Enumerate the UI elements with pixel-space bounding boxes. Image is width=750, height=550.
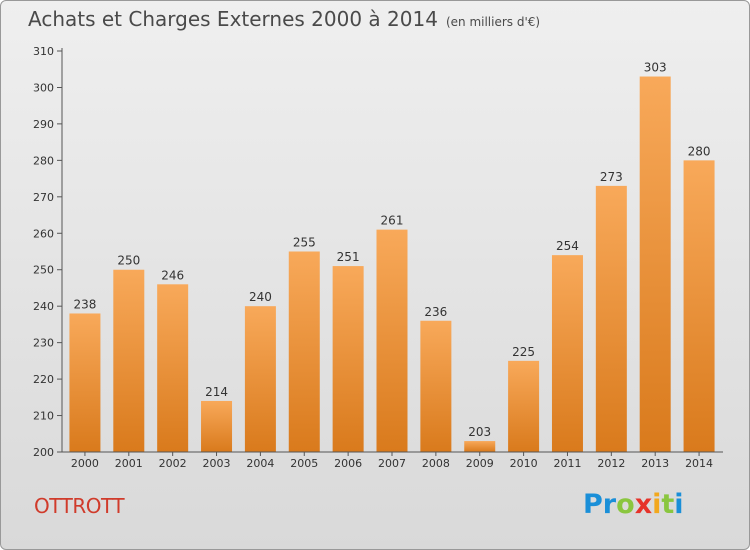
y-tick-label: 310 [33, 45, 54, 58]
y-tick-label: 210 [33, 410, 54, 423]
y-tick-label: 240 [33, 300, 54, 313]
bar-value-label: 280 [688, 144, 711, 158]
y-tick-label: 220 [33, 373, 54, 386]
bar-value-label: 273 [600, 170, 623, 184]
bar-value-label: 303 [644, 61, 667, 75]
unit-label: (en milliers d'€) [445, 15, 541, 29]
bar-2006 [332, 266, 364, 452]
x-tick-label: 2001 [115, 457, 143, 470]
commune-name: OTTROTT [34, 494, 125, 518]
bar-2008 [420, 320, 452, 452]
logo-letter: x [634, 489, 653, 520]
bar-value-label: 254 [556, 239, 579, 253]
y-tick-label: 230 [33, 337, 54, 350]
bar-value-label: 238 [73, 297, 96, 311]
x-tick-label: 2011 [553, 457, 581, 470]
x-tick-label: 2003 [203, 457, 231, 470]
logo-letter: r [602, 489, 617, 520]
y-tick-label: 290 [33, 118, 54, 131]
x-tick-label: 2013 [641, 457, 669, 470]
bar-2000 [69, 313, 101, 452]
y-tick-label: 200 [33, 446, 54, 459]
bar-2003 [201, 400, 233, 452]
x-tick-label: 2012 [597, 457, 625, 470]
logo-letter: i [652, 489, 662, 520]
logo-letter: P [583, 489, 603, 520]
bar-2005 [288, 251, 320, 452]
bar-2014 [683, 160, 715, 452]
logo-letter: o [616, 489, 635, 520]
chart-title: Achats et Charges Externes 2000 à 2014 (e… [28, 7, 540, 31]
x-tick-label: 2002 [159, 457, 187, 470]
bar-value-label: 240 [249, 290, 272, 304]
x-tick-label: 2014 [685, 457, 713, 470]
title-text: Achats et Charges Externes 2000 à 2014 [28, 7, 438, 31]
y-tick-label: 250 [33, 264, 54, 277]
bar-value-label: 236 [424, 305, 447, 319]
proxiti-logo[interactable]: Proxiti [583, 489, 684, 520]
bar-value-label: 214 [205, 385, 228, 399]
y-tick-label: 280 [33, 154, 54, 167]
x-tick-label: 2006 [334, 457, 362, 470]
x-tick-label: 2004 [246, 457, 274, 470]
bar-2002 [157, 284, 189, 452]
bar-2012 [595, 185, 627, 452]
x-tick-label: 2005 [290, 457, 318, 470]
bar-value-label: 251 [337, 250, 360, 264]
bar-2004 [244, 306, 276, 452]
bar-value-label: 250 [117, 254, 140, 268]
logo-letter: i [674, 489, 684, 520]
y-axis: 200 210 220 230 240 250 260 270 280 290 300 310 [33, 45, 63, 459]
x-tick-label: 2007 [378, 457, 406, 470]
y-tick-label: 260 [33, 227, 54, 240]
bar-2007 [376, 229, 408, 452]
bar-2011 [551, 255, 583, 452]
x-tick-label: 2009 [466, 457, 494, 470]
bar-value-label: 255 [293, 236, 316, 250]
logo-letter: t [661, 489, 675, 520]
bar-value-label: 203 [468, 425, 491, 439]
x-tick-label: 2010 [510, 457, 538, 470]
x-tick-label: 2000 [71, 457, 99, 470]
x-tick-label: 2008 [422, 457, 450, 470]
y-tick-label: 270 [33, 191, 54, 204]
y-tick-label: 300 [33, 81, 54, 94]
bars-group: 238 250 246 214 240 255 251 261 236 203 225 254 273 3… [69, 61, 715, 452]
bar-value-label: 225 [512, 345, 535, 359]
bar-2009 [464, 441, 496, 452]
x-axis: 2000 2001 2002 2003 2004 2005 2006 2007 2008 2009… [62, 451, 723, 470]
bar-2010 [508, 360, 540, 452]
bar-value-label: 246 [161, 268, 184, 282]
bar-value-label: 261 [381, 214, 404, 228]
bar-2013 [639, 76, 671, 452]
bar-2001 [113, 269, 145, 452]
